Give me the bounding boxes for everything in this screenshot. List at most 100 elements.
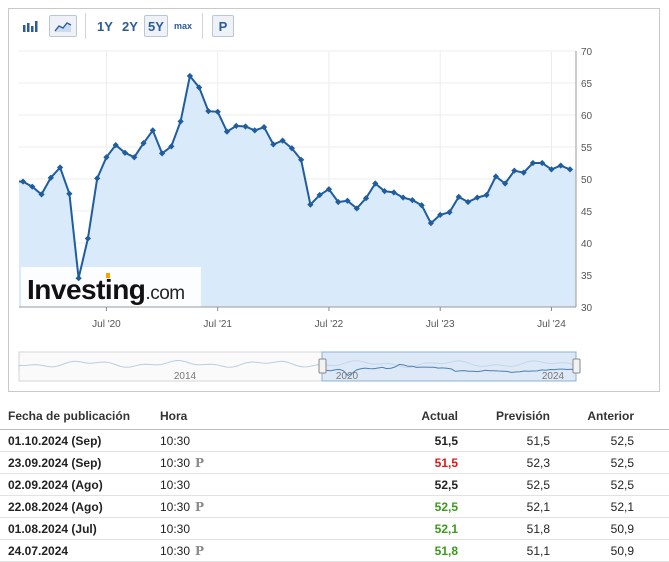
- release-date: 23.09.2024 (Sep): [8, 455, 102, 470]
- release-date: 01.08.2024 (Jul): [8, 521, 97, 536]
- data-point: [260, 124, 268, 131]
- data-point: [47, 174, 54, 181]
- chart-panel: 1Y 2Y 5Y max P 30 35 40 45 50 55 60 65 70 Jul '20…: [8, 8, 660, 392]
- navigator-handle: [572, 358, 581, 374]
- navigator-selection: [321, 351, 577, 382]
- area-chart-icon[interactable]: [49, 15, 77, 37]
- preliminary-icon: P: [195, 543, 205, 558]
- release-time-text: 10:30: [160, 499, 191, 514]
- table-row: 22.08.2024 (Ago) 10:30 P 52,5 52,1 52,1: [0, 496, 669, 518]
- release-time-text: 10:30: [160, 433, 191, 448]
- range-1y-button[interactable]: 1Y: [97, 18, 113, 34]
- data-point: [214, 108, 221, 115]
- data-point: [94, 175, 101, 182]
- actual-value: 52,5: [434, 477, 458, 492]
- data-point: [242, 123, 249, 130]
- release-time: 10:30: [152, 478, 372, 492]
- table-row: 01.08.2024 (Jul) 10:30 52,1 51,8 50,9: [0, 518, 669, 540]
- actual-value: 51,8: [434, 543, 458, 558]
- x-tick-label: Jul '22: [315, 319, 344, 330]
- logo-accent: [106, 273, 110, 278]
- toolbar-divider: [85, 13, 86, 39]
- data-point: [186, 72, 193, 80]
- release-date: 22.08.2024 (Ago): [8, 499, 103, 514]
- data-point: [279, 137, 286, 144]
- previous-value: 52,5: [610, 433, 634, 448]
- range-max-button[interactable]: max: [173, 21, 192, 31]
- data-point: [56, 164, 64, 171]
- release-time: 10:30: [152, 434, 372, 448]
- watermark-background: [21, 267, 201, 307]
- table-row: 01.10.2024 (Sep) 10:30 51,5 51,5 52,5: [0, 430, 669, 452]
- actual-value: 52,1: [434, 521, 458, 536]
- x-tick-label: Jul '24: [537, 319, 566, 330]
- y-tick-label: 55: [581, 143, 593, 154]
- y-tick-label: 30: [581, 303, 593, 314]
- chart-toolbar: 1Y 2Y 5Y max P: [9, 9, 659, 43]
- data-point: [103, 154, 110, 161]
- navigator-year-label: 2014: [174, 371, 197, 382]
- actual-value: 51,5: [434, 455, 458, 470]
- navigator-year-label: 2024: [542, 371, 565, 382]
- x-tick-label: Jul '23: [426, 319, 455, 330]
- navigator-handle: [318, 358, 327, 374]
- data-point: [38, 191, 45, 198]
- table-body: 01.10.2024 (Sep) 10:30 51,5 51,5 52,5 23.09.2…: [0, 430, 669, 562]
- forecast-value: 52,5: [526, 477, 550, 492]
- data-point: [251, 127, 258, 134]
- y-tick-label: 65: [581, 79, 593, 90]
- previous-value: 52,1: [610, 499, 634, 514]
- preliminary-icon: P: [195, 499, 205, 514]
- release-date: 24.07.2024: [8, 543, 69, 558]
- actual-value: 52,5: [434, 499, 458, 514]
- investing-logo-watermark: Investing.com: [27, 274, 185, 305]
- header-actual: Actual: [421, 409, 458, 423]
- range-5y-button[interactable]: 5Y: [144, 15, 168, 37]
- data-point: [84, 235, 92, 242]
- y-tick-label: 50: [581, 175, 593, 186]
- forecast-value: 51,5: [526, 433, 550, 448]
- data-point: [223, 128, 231, 135]
- data-point: [418, 202, 425, 209]
- release-time: 10:30 P: [152, 500, 372, 514]
- navigator-year-label: 2020: [336, 371, 359, 382]
- preliminary-toggle-button[interactable]: P: [212, 15, 234, 37]
- forecast-value: 51,1: [526, 543, 550, 558]
- data-point: [112, 141, 119, 149]
- range-2y-button[interactable]: 2Y: [122, 18, 138, 34]
- data-point: [121, 149, 129, 156]
- release-time-text: 10:30: [160, 477, 191, 492]
- series-area: [19, 76, 576, 307]
- forecast-value: 51,8: [526, 521, 550, 536]
- forecast-value: 52,3: [526, 455, 550, 470]
- data-point: [158, 150, 166, 157]
- header-forecast: Previsión: [495, 409, 550, 423]
- release-time-text: 10:30: [160, 543, 191, 558]
- release-date: 02.09.2024 (Ago): [8, 477, 103, 492]
- y-tick-label: 45: [581, 207, 593, 218]
- table-row: 24.07.2024 10:30 P 51,8 51,1 50,9: [0, 540, 669, 562]
- y-tick-label: 40: [581, 239, 593, 250]
- chart-area: 30 35 40 45 50 55 60 65 70 Jul '20 Jul '21 Jul '22 J…: [18, 47, 593, 382]
- table-row: 23.09.2024 (Sep) 10:30 P 51,5 52,3 52,5: [0, 452, 669, 474]
- y-tick-label: 60: [581, 111, 593, 122]
- preliminary-icon: P: [195, 455, 205, 470]
- header-time: Hora: [160, 409, 188, 423]
- actual-value: 51,5: [434, 433, 458, 448]
- releases-table: Fecha de publicación Hora Actual Previsi…: [0, 403, 669, 562]
- bar-chart-icon[interactable]: [17, 15, 43, 37]
- navigator-selection-line: [321, 363, 577, 377]
- data-point: [29, 183, 36, 190]
- data-point: [307, 201, 314, 208]
- previous-value: 52,5: [610, 477, 634, 492]
- data-point: [177, 118, 184, 125]
- release-time: 10:30 P: [152, 544, 372, 558]
- previous-value: 50,9: [610, 543, 634, 558]
- table-header: Fecha de publicación Hora Actual Previsi…: [0, 403, 669, 430]
- forecast-value: 52,1: [526, 499, 550, 514]
- release-date: 01.10.2024 (Sep): [8, 433, 102, 448]
- header-date: Fecha de publicación: [8, 409, 131, 423]
- data-point: [233, 122, 240, 129]
- y-tick-label: 35: [581, 271, 593, 282]
- release-time-text: 10:30: [160, 521, 191, 536]
